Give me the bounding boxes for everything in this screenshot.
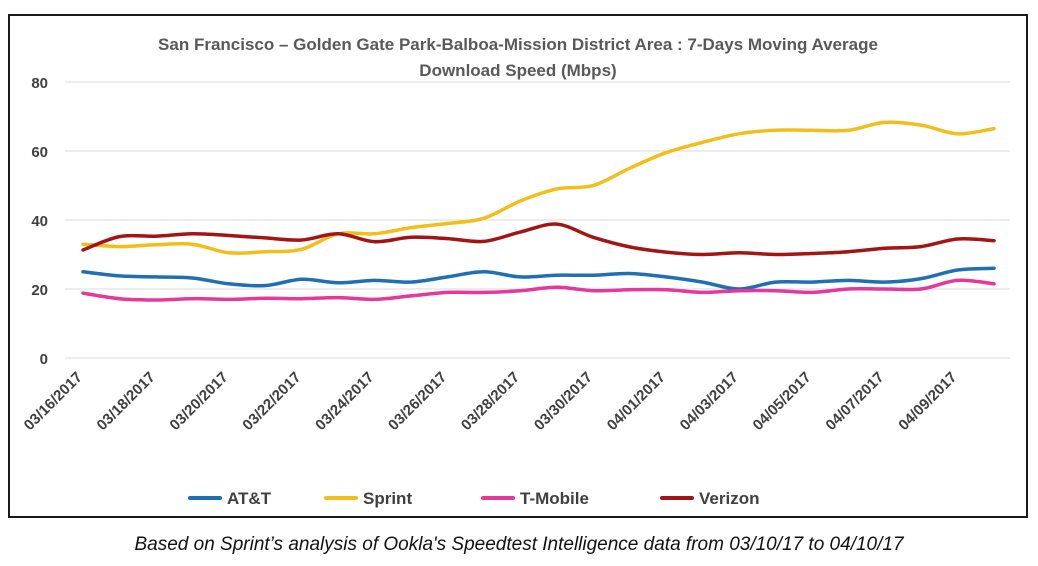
legend-label-at-t: AT&T xyxy=(227,489,272,508)
x-tick-label: 04/03/2017 xyxy=(677,369,742,434)
line-chart: San Francisco – Golden Gate Park-Balboa-… xyxy=(21,35,1010,508)
y-tick-label: 80 xyxy=(31,75,48,92)
series-line-t-mobile xyxy=(81,278,996,302)
x-tick-label: 03/20/2017 xyxy=(166,369,231,434)
legend-label-sprint: Sprint xyxy=(363,489,412,508)
series-line-sprint xyxy=(81,120,996,255)
x-tick-label: 03/22/2017 xyxy=(239,369,304,434)
x-tick-label: 03/24/2017 xyxy=(312,369,377,434)
x-tick-label: 04/01/2017 xyxy=(604,369,669,434)
x-tick-label: 04/09/2017 xyxy=(895,369,960,434)
y-tick-label: 20 xyxy=(31,282,48,299)
series-line-at-t xyxy=(81,266,996,291)
source-caption: Based on Sprint’s analysis of Ookla's Sp… xyxy=(134,534,904,555)
x-tick-label: 03/28/2017 xyxy=(458,369,523,434)
legend-label-verizon: Verizon xyxy=(699,489,759,508)
chart-frame: San Francisco – Golden Gate Park-Balboa-… xyxy=(8,14,1028,518)
x-tick-label: 04/05/2017 xyxy=(750,369,815,434)
series-line-verizon xyxy=(81,222,996,257)
x-tick-label: 03/18/2017 xyxy=(94,369,159,434)
y-tick-label: 0 xyxy=(40,351,48,368)
y-tick-label: 60 xyxy=(31,144,48,161)
x-tick-label: 03/26/2017 xyxy=(385,369,450,434)
x-tick-label: 04/07/2017 xyxy=(822,369,887,434)
x-tick-label: 03/30/2017 xyxy=(531,369,596,434)
legend-label-t-mobile: T-Mobile xyxy=(520,489,589,508)
y-tick-label: 40 xyxy=(31,213,48,230)
x-tick-label: 03/16/2017 xyxy=(21,369,86,434)
chart-title-line: Download Speed (Mbps) xyxy=(419,61,616,80)
chart-title-line: San Francisco – Golden Gate Park-Balboa-… xyxy=(158,35,878,54)
